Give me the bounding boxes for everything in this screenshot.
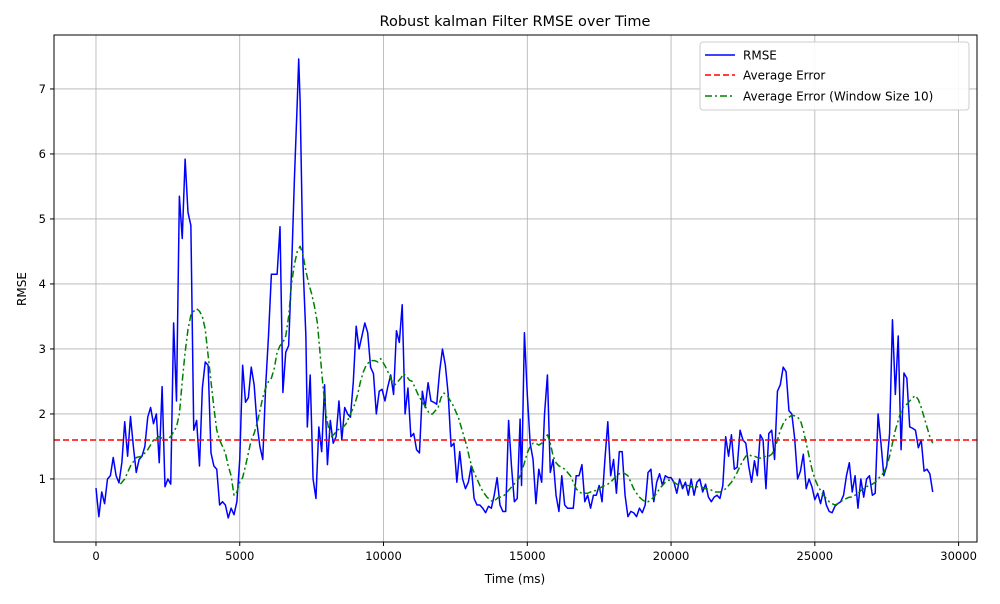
axis-ticks: 0 5000 10000 15000 20000 25000 30000 1 2 3 4 5 6 7 [39,82,977,563]
y-tick-label: 7 [39,82,46,96]
legend: RMSE Average Error Average Error (Window… [699,41,970,111]
x-tick-label: 10000 [365,549,402,563]
y-axis-label: RMSE [15,272,29,306]
x-tick-label: 15000 [509,549,546,563]
x-tick-label: 5000 [225,549,254,563]
x-tick-label: 0 [92,549,99,563]
y-tick-label: 1 [39,472,46,486]
plot-frame [53,34,978,543]
grid-lines [54,35,977,542]
series-layer [54,58,977,519]
y-tick-label: 3 [39,342,46,356]
legend-label-rmse: RMSE [743,49,777,63]
x-tick-label: 30000 [940,549,977,563]
y-tick-label: 5 [39,212,46,226]
x-axis-label: Time (ms) [484,572,546,586]
rmse-series-line [95,58,934,519]
legend-label-average-error: Average Error [743,69,825,83]
chart-title: Robust kalman Filter RMSE over Time [380,14,651,30]
y-tick-label: 6 [39,147,46,161]
y-tick-label: 4 [39,277,46,291]
x-tick-label: 20000 [653,549,690,563]
legend-box [699,41,970,111]
window-average-series-line [119,245,934,506]
legend-label-window-average: Average Error (Window Size 10) [743,90,933,104]
y-tick-label: 2 [39,407,46,421]
x-tick-label: 25000 [797,549,834,563]
